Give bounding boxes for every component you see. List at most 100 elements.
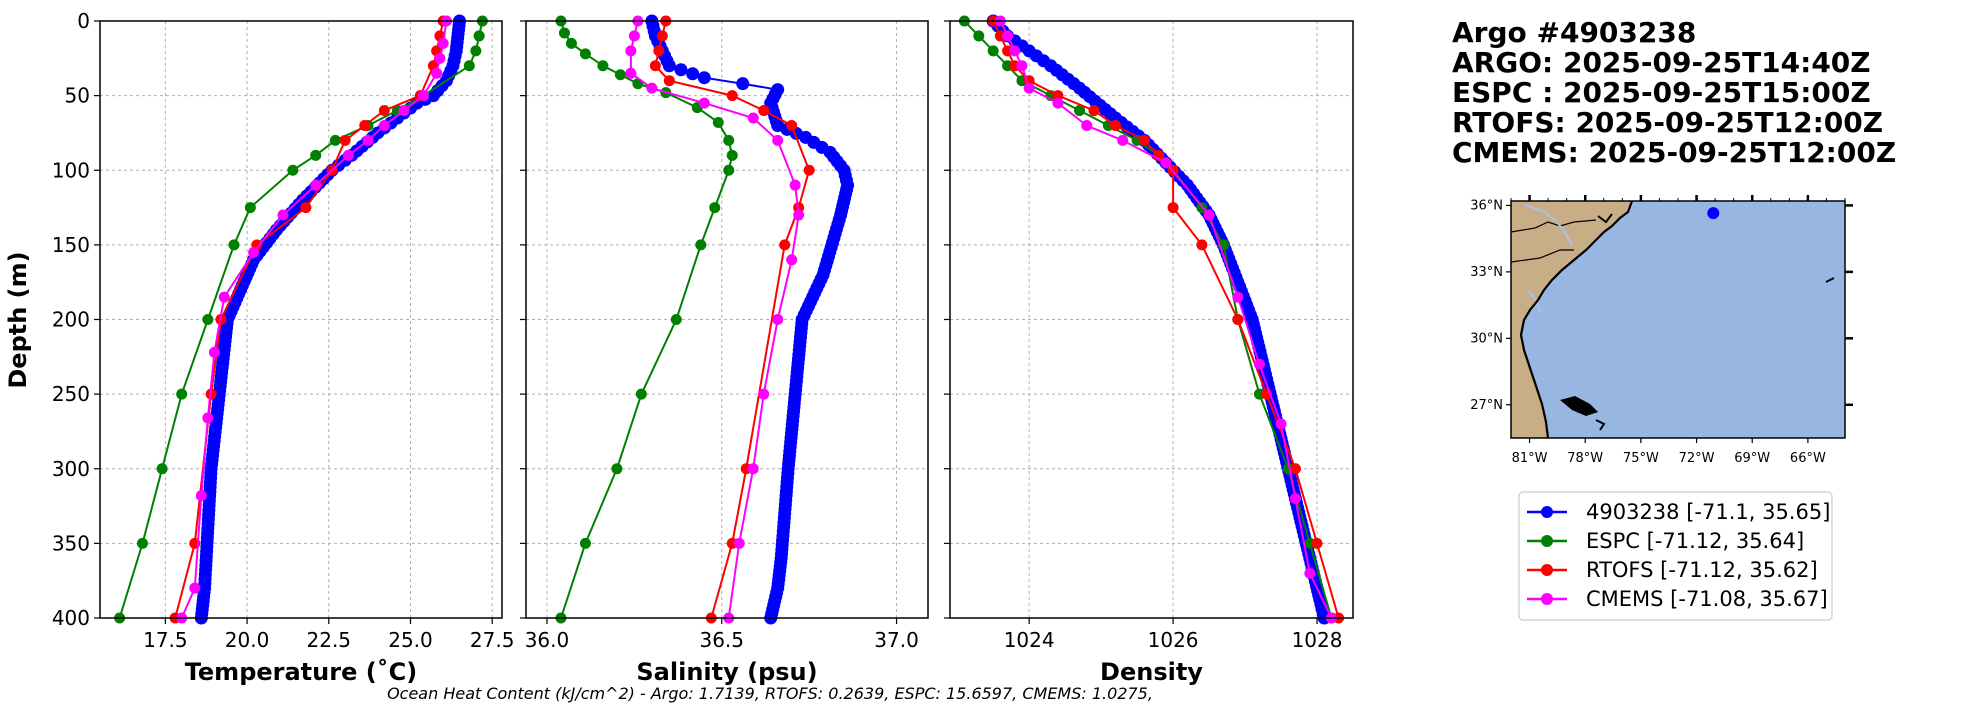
series-cmems bbox=[625, 15, 805, 624]
y-tick-label: 250 bbox=[52, 382, 90, 406]
map-coastline bbox=[1519, 200, 1634, 439]
data-point bbox=[1052, 97, 1064, 109]
data-point bbox=[1196, 239, 1208, 251]
data-point bbox=[709, 202, 721, 214]
data-point bbox=[1117, 134, 1129, 146]
data-point bbox=[614, 69, 626, 81]
legend-marker bbox=[1541, 593, 1553, 605]
x-tick-label: 37.0 bbox=[874, 628, 919, 652]
data-point bbox=[287, 164, 299, 176]
x-tick-label: 36.5 bbox=[699, 628, 744, 652]
map-lon-label: 75°W bbox=[1623, 451, 1659, 466]
data-point bbox=[202, 314, 214, 325]
data-point bbox=[723, 164, 735, 176]
y-tick-label: 50 bbox=[65, 84, 90, 108]
map-ticks: 36°N 33°N 30°N 27°N 81°W 78°W 75°W 72°W 69°W 66°W bbox=[1470, 195, 1853, 466]
legend-item: 4903238 [-71.1, 35.65] bbox=[1527, 500, 1830, 524]
data-point bbox=[398, 105, 410, 117]
data-point bbox=[625, 45, 637, 57]
data-point bbox=[1203, 209, 1215, 221]
series-cmems bbox=[994, 15, 1337, 624]
data-point bbox=[558, 27, 570, 39]
x-tick-label: 1024 bbox=[1004, 628, 1055, 652]
data-point bbox=[300, 202, 312, 214]
data-point bbox=[434, 52, 446, 64]
data-point bbox=[674, 63, 688, 77]
x-tick-label: 22.5 bbox=[307, 628, 352, 652]
x-tick-label: 27.5 bbox=[470, 628, 515, 652]
legend-marker bbox=[1541, 564, 1553, 576]
data-point bbox=[218, 291, 230, 303]
data-point bbox=[670, 314, 682, 325]
y-tick-label: 100 bbox=[52, 158, 90, 182]
x-axis-label: Temperature (˚C) bbox=[185, 658, 418, 686]
data-point bbox=[758, 105, 770, 117]
profile-panels: 0 50 100 150 200 250 300 350 400 17.5 20.0 22.5 25.0… bbox=[52, 9, 1354, 686]
data-point bbox=[189, 582, 201, 594]
location-map: 36°N 33°N 30°N 27°N 81°W 78°W 75°W 72°W 69°W 66°W bbox=[1470, 195, 1853, 466]
data-point bbox=[1167, 202, 1179, 214]
data-point bbox=[1110, 119, 1122, 131]
ocean-heat-content-note: Ocean Heat Content (kJ/cm^2) - Argo: 1.7… bbox=[387, 684, 1153, 703]
x-tick-label: 1028 bbox=[1292, 628, 1343, 652]
data-point bbox=[625, 67, 637, 79]
data-point bbox=[772, 134, 784, 146]
data-point bbox=[277, 209, 289, 221]
map-lon-label: 81°W bbox=[1512, 451, 1548, 466]
data-point bbox=[736, 77, 750, 91]
data-point bbox=[1138, 134, 1150, 146]
panel-1: 0 50 100 150 200 250 300 350 400 17.5 20.0 22.5 25.0… bbox=[52, 9, 515, 686]
data-point bbox=[646, 82, 658, 94]
data-point bbox=[779, 239, 791, 251]
data-point bbox=[772, 314, 784, 325]
data-point bbox=[1088, 105, 1100, 117]
data-point bbox=[310, 179, 322, 191]
data-point bbox=[786, 119, 798, 131]
y-tick-label: 350 bbox=[52, 531, 90, 555]
y-tick-label: 0 bbox=[77, 9, 90, 33]
data-point bbox=[726, 90, 738, 102]
data-point bbox=[1311, 537, 1323, 549]
panel-3: 1024 1026 1028 Density bbox=[944, 14, 1354, 686]
map-bahamas bbox=[1560, 396, 1598, 416]
legend: 4903238 [-71.1, 35.65] ESPC [-71.12, 35.6… bbox=[1518, 491, 1833, 621]
data-point bbox=[1289, 493, 1301, 505]
data-point bbox=[973, 30, 985, 42]
x-tick-label: 36.0 bbox=[525, 628, 570, 652]
data-point bbox=[228, 239, 240, 251]
y-tick-label: 400 bbox=[52, 606, 90, 630]
data-point bbox=[758, 388, 770, 400]
float-position-marker bbox=[1707, 207, 1720, 220]
map-river-2 bbox=[1527, 289, 1541, 313]
data-point bbox=[712, 116, 724, 128]
map-lat-label: 36°N bbox=[1470, 198, 1503, 213]
data-point bbox=[208, 346, 220, 358]
data-point bbox=[342, 149, 354, 161]
series-rtofs bbox=[649, 15, 815, 624]
x-axis-label: Density bbox=[1100, 658, 1203, 686]
data-point bbox=[248, 246, 260, 258]
data-point bbox=[1275, 418, 1287, 430]
data-point bbox=[136, 537, 148, 549]
data-point bbox=[786, 254, 798, 266]
data-point bbox=[649, 60, 661, 72]
series-line bbox=[629, 20, 800, 619]
legend-item: RTOFS [-71.12, 35.62] bbox=[1527, 558, 1818, 582]
map-state-border bbox=[1510, 219, 1597, 233]
y-tick-label: 200 bbox=[52, 308, 90, 332]
map-outer-banks bbox=[1597, 213, 1613, 224]
data-point bbox=[747, 463, 759, 475]
data-point bbox=[697, 71, 711, 85]
data-point bbox=[723, 134, 735, 146]
data-point bbox=[803, 164, 815, 176]
data-point bbox=[1304, 567, 1316, 579]
legend-item: CMEMS [-71.08, 35.67] bbox=[1527, 587, 1828, 611]
rtofs-time: RTOFS: 2025-09-25T12:00Z bbox=[1452, 106, 1883, 139]
data-point bbox=[747, 112, 759, 124]
map-lat-label: 30°N bbox=[1470, 331, 1503, 346]
data-point bbox=[473, 30, 485, 42]
data-point bbox=[339, 134, 351, 146]
data-point bbox=[793, 209, 805, 221]
data-point bbox=[437, 37, 449, 49]
